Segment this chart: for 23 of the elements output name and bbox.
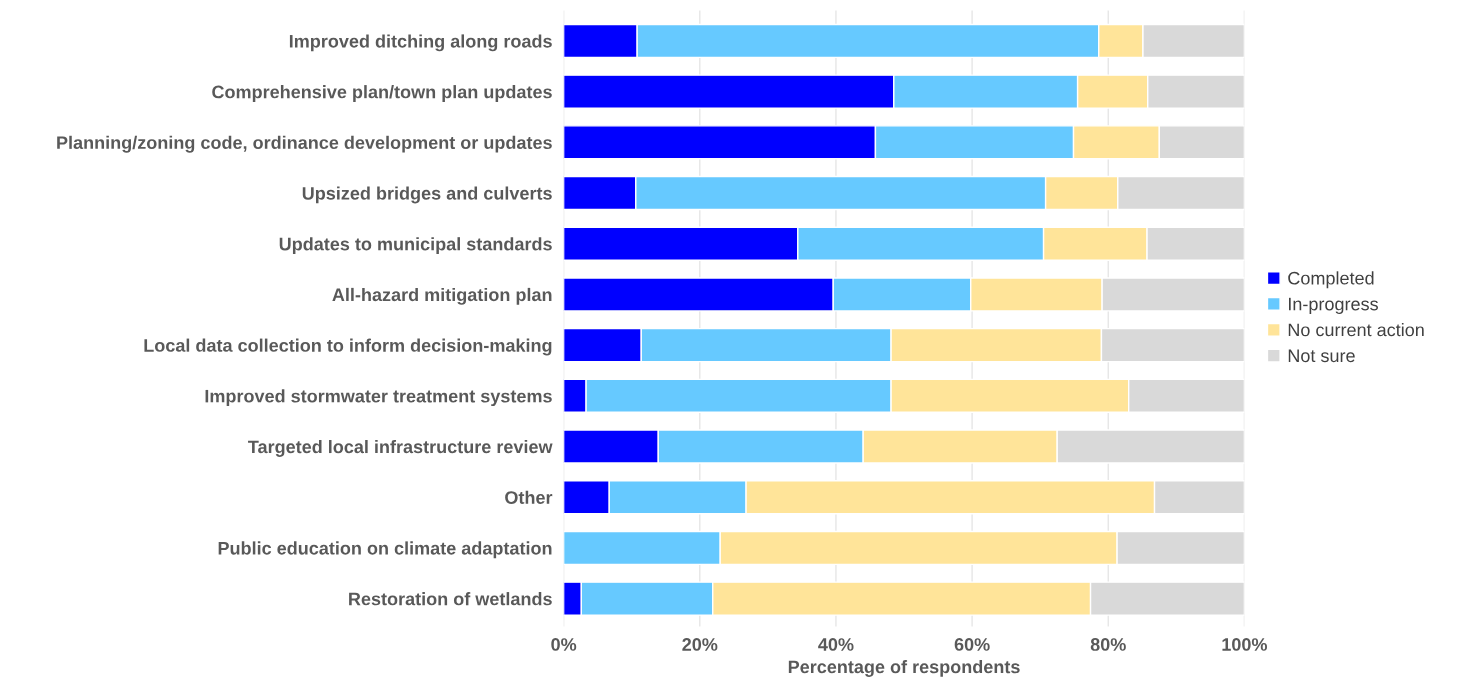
x-tick-label: 40%	[818, 638, 854, 651]
x-tick-label: 20%	[682, 638, 718, 651]
y-tick-label: Public education on climate adaptation	[218, 541, 552, 559]
y-tick-label: Local data collection to inform decision-making	[144, 338, 552, 356]
y-tick-label: Other	[505, 490, 553, 504]
y-tick-label: Restoration of wetlands	[349, 592, 552, 606]
x-tick-label: 80%	[1090, 638, 1126, 651]
x-tick-label: 60%	[954, 638, 990, 651]
y-tick-label: Upsized bridges and culverts	[302, 186, 552, 204]
y-tick-label: Improved ditching along roads	[289, 34, 552, 52]
legend-label: In-progress	[1288, 297, 1378, 314]
x-tick-label: 100%	[1222, 638, 1268, 651]
legend-label: Completed	[1288, 271, 1374, 289]
legend-label: No current action	[1288, 323, 1424, 337]
y-tick-label: All-hazard mitigation plan	[332, 287, 552, 305]
legend-label: Not sure	[1288, 349, 1355, 363]
y-tick-label: Comprehensive plan/town plan updates	[212, 85, 552, 102]
x-axis-title: Percentage of respondents	[788, 660, 1020, 677]
x-tick-label: 0%	[551, 638, 577, 651]
y-tick-label: Improved stormwater treatment systems	[205, 389, 552, 407]
y-tick-label: Planning/zoning code, ordinance development or updates	[57, 135, 552, 153]
y-tick-label: Updates to municipal standards	[279, 237, 552, 255]
y-tick-label: Targeted local infrastructure review	[248, 439, 553, 457]
